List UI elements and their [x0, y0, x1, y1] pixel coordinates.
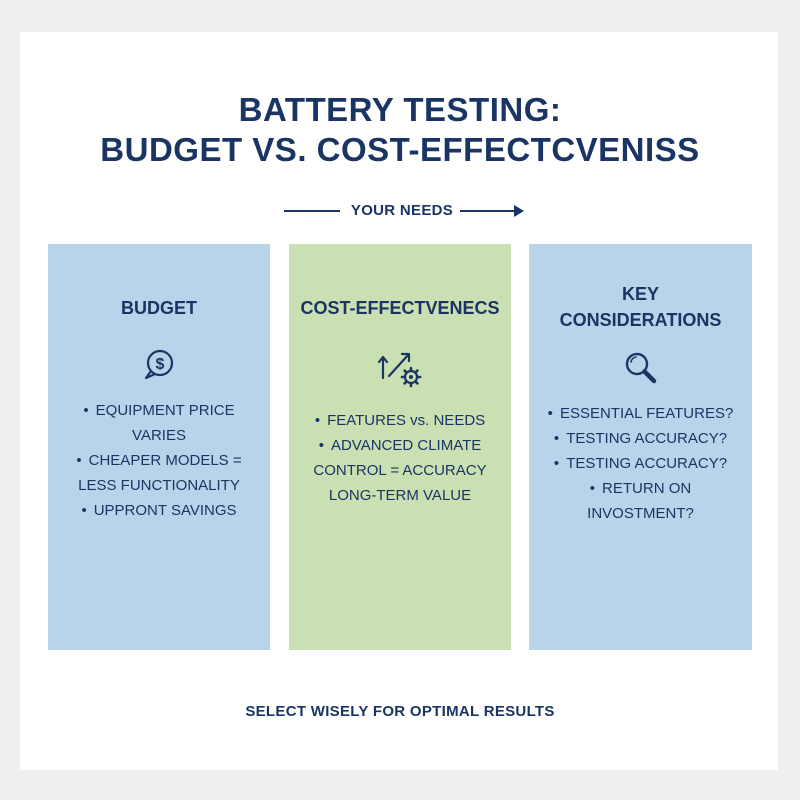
needs-right-line [460, 210, 516, 212]
panel-key-considerations: KEY CONSIDERATIONS • ESSENTIAL FEATURES? … [529, 244, 752, 650]
panel-budget-list: • EQUIPMENT PRICE VARIES • CHEAPER MODELS … [48, 398, 270, 523]
title-line-1: BATTERY TESTING: [238, 91, 562, 128]
list-item: • RETURN ON INVOSTMENT? [587, 480, 694, 522]
panel-cost-effectiveness: COST-EFFECTVENECS • FEATURES vs. NEEDS • A… [289, 244, 511, 650]
panel-key-considerations-list: • ESSENTIAL FEATURES? • TESTING ACCURACY? … [529, 401, 752, 526]
title-line-2: BUDGET VS. COST-EFFECTCVENISS [100, 131, 700, 168]
panel-cost-effectiveness-heading: COST-EFFECTVENECS [300, 298, 500, 318]
list-item: • ESSENTIAL FEATURES? [547, 405, 734, 422]
list-item: • TESTING ACCURACY? [553, 430, 728, 447]
list-item: • EQUIPMENT PRICE VARIES [83, 402, 235, 444]
panel-budget: BUDGET $ • EQUIPMENT PRICE VARIES • CHEAPE… [48, 244, 270, 650]
svg-text:$: $ [156, 356, 165, 373]
growth-arrow-gear-icon [375, 346, 425, 393]
arrow-right-icon [514, 205, 524, 217]
needs-left-line [284, 210, 340, 212]
your-needs-label: YOUR NEEDS [350, 202, 454, 219]
magnifying-glass-icon [623, 350, 659, 391]
list-item: • TESTING ACCURACY? [553, 455, 728, 472]
page-title: BATTERY TESTING: BUDGET VS. COST-EFFECTC… [0, 90, 800, 170]
list-item: • ADVANCED CLIMATE CONTROL = ACCURACY LON… [313, 437, 487, 504]
panel-key-considerations-heading: KEY CONSIDERATIONS [559, 284, 722, 330]
panel-budget-heading: BUDGET [121, 298, 197, 318]
dollar-speech-bubble-icon: $ [142, 348, 176, 387]
list-item: • FEATURES vs. NEEDS [314, 412, 486, 429]
panel-cost-effectiveness-list: • FEATURES vs. NEEDS • ADVANCED CLIMATE CO… [289, 408, 511, 508]
footer-tagline: SELECT WISELY FOR OPTIMAL RESULTS [245, 703, 555, 720]
list-item: • CHEAPER MODELS = LESS FUNCTIONALITY [76, 452, 242, 494]
your-needs-row: YOUR NEEDS [0, 198, 800, 224]
list-item: • UPPRONT SAVINGS [81, 502, 237, 519]
